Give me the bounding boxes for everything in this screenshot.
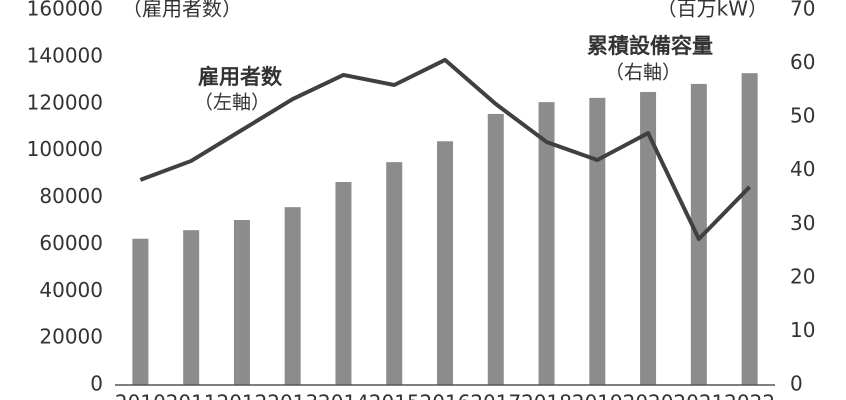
y2-tick-label: 70 [790,0,815,21]
bar [437,141,453,385]
y-tick-label: 0 [90,372,103,396]
bar [335,181,352,385]
x-tick-label: 2019 [572,391,623,400]
y2-tick-label: 20 [790,264,815,288]
legend-label: 雇用者数 [198,65,283,89]
y-tick-label: 60000 [39,231,103,255]
legend-note: （右軸） [605,62,681,84]
x-tick-label: 2016 [420,391,471,400]
bar [132,238,149,385]
y-tick-label: 160000 [27,0,103,21]
x-tick-label: 2022 [724,391,775,400]
x-tick-label: 2013 [267,391,318,400]
bar [589,97,606,385]
line [139,57,752,241]
bar [183,230,200,385]
y2-unit: （百万kW） [657,0,768,21]
x-tick-label: 2011 [166,391,217,400]
bar [538,102,555,386]
x-tick-label: 2014 [318,391,369,400]
y2-tick-label: 40 [790,157,815,181]
legend-note: （左軸） [194,92,270,114]
y-tick-label: 20000 [39,325,103,349]
y-tick-label: 140000 [27,43,103,67]
x-tick-label: 2015 [369,391,420,400]
y-tick-label: 80000 [39,184,103,208]
y-tick-label: 40000 [39,278,103,302]
y2-tick-label: 60 [790,50,815,74]
x-tick-label: 2018 [521,391,572,400]
x-tick-label: 2017 [470,391,521,400]
y2-tick-label: 50 [790,104,815,128]
y-tick-label: 100000 [27,137,103,161]
x-tick-label: 2012 [216,391,267,400]
x-tick-label: 2010 [115,391,166,400]
y-tick-label: 120000 [27,90,103,114]
bar [386,162,403,385]
y2-tick-label: 10 [790,318,815,342]
bar [284,207,301,385]
bar [741,73,758,385]
bar [640,91,657,385]
x-tick-label: 2020 [623,391,674,400]
bar [487,113,504,385]
y-unit: （雇用者数） [122,0,242,21]
y2-tick-label: 30 [790,211,815,235]
bar [233,220,250,385]
x-tick-label: 2021 [673,391,724,400]
legend-label: 累積設備容量 [587,34,713,58]
y2-tick-label: 0 [790,372,803,396]
